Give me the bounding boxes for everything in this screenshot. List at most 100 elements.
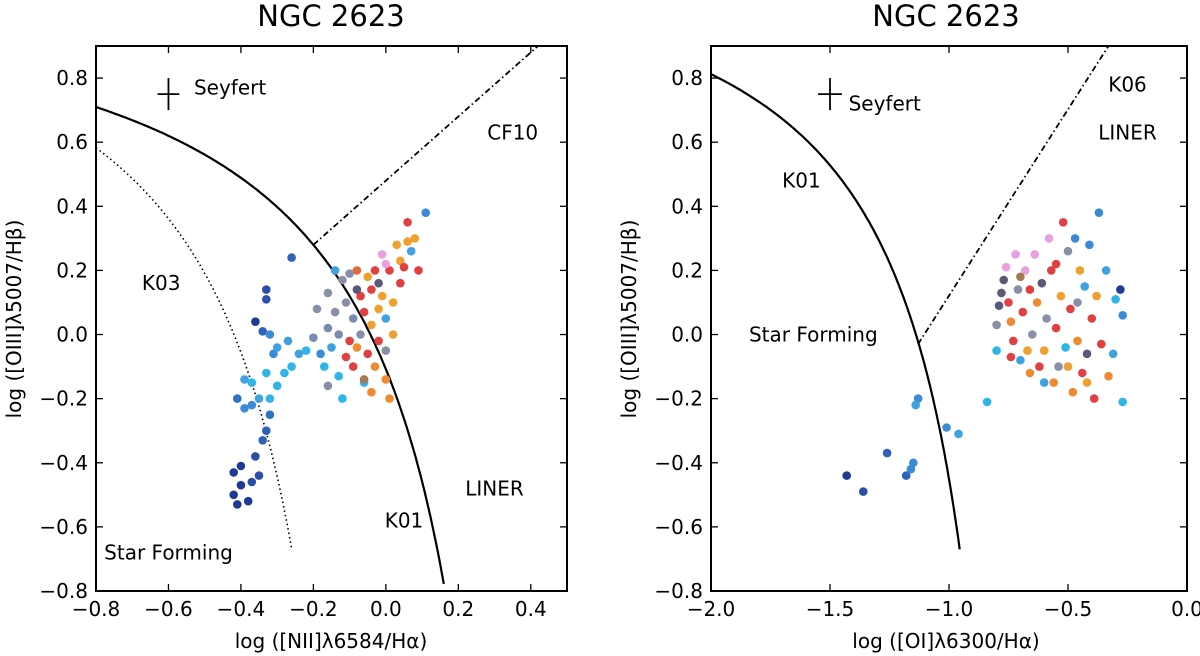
data-point — [229, 490, 238, 500]
data-point — [334, 330, 344, 339]
data-point — [272, 381, 282, 391]
data-point — [1042, 314, 1051, 323]
region-label: K06 — [1108, 73, 1147, 97]
data-point — [403, 218, 412, 227]
data-point — [374, 278, 383, 288]
data-point — [1025, 368, 1035, 378]
y-tick-label: 0.0 — [56, 323, 88, 347]
data-point — [403, 237, 412, 246]
data-point — [320, 362, 329, 371]
y-tick-label: 0.2 — [56, 258, 88, 282]
ticks-group: −0.8 −0.6 −0.4 −0.2 0.0 0.2 0.4 −0.8 −0.6 −0.4 −0.… — [39, 46, 567, 621]
data-point — [287, 253, 296, 262]
error-bar — [818, 78, 842, 111]
data-point — [1047, 266, 1056, 275]
data-point — [283, 336, 293, 346]
line-k01 — [95, 105, 445, 585]
data-point — [909, 458, 918, 468]
y-tick-label: 0.6 — [56, 130, 88, 154]
x-tick-label: 0.4 — [515, 597, 547, 621]
data-point — [1118, 311, 1127, 320]
data-point — [363, 272, 373, 282]
data-point — [1080, 282, 1089, 291]
data-point — [1078, 368, 1087, 378]
data-point — [254, 471, 264, 480]
data-point — [396, 278, 405, 288]
data-point — [1111, 295, 1120, 304]
y-tick-label: −0.8 — [654, 579, 703, 603]
y-tick-label: 0.8 — [56, 66, 88, 90]
data-point — [334, 371, 344, 381]
y-axis-label: log ([OIII]λ5007/Hβ) — [2, 220, 26, 419]
data-point — [1085, 240, 1094, 250]
y-tick-label: −0.2 — [654, 387, 703, 411]
data-point — [388, 330, 398, 339]
data-point — [942, 423, 951, 432]
data-point — [233, 500, 242, 509]
data-point — [251, 452, 260, 461]
data-point — [367, 320, 376, 330]
data-point — [363, 349, 373, 359]
chart-title: NGC 2623 — [257, 0, 404, 33]
data-point — [1039, 346, 1049, 355]
data-point — [262, 285, 271, 294]
data-point — [901, 471, 911, 480]
data-point — [994, 301, 1004, 311]
data-point — [392, 240, 402, 250]
data-point — [999, 275, 1008, 285]
data-point — [1063, 362, 1073, 371]
data-point — [385, 394, 394, 403]
data-point — [410, 234, 420, 243]
data-point — [352, 266, 362, 275]
data-point — [287, 362, 296, 371]
data-point — [316, 349, 325, 359]
data-point — [1016, 355, 1025, 365]
y-tick-label: −0.4 — [654, 451, 703, 475]
y-tick-label: 0.8 — [671, 66, 703, 90]
data-point — [1020, 266, 1030, 275]
data-point — [377, 250, 387, 259]
data-point — [1104, 371, 1113, 381]
demarcation-lines — [95, 45, 539, 585]
line-k01 — [710, 73, 961, 550]
region-labels: Seyfert CF10 K03 LINER K01 Star Forming — [104, 76, 538, 565]
data-point — [348, 314, 358, 323]
data-point — [1058, 218, 1068, 227]
data-point — [356, 330, 365, 339]
data-point — [1094, 208, 1104, 217]
data-point — [1039, 378, 1049, 387]
data-point — [1044, 234, 1054, 243]
data-point — [1006, 352, 1016, 362]
data-point — [345, 269, 354, 278]
data-point — [396, 256, 405, 266]
region-label: K01 — [782, 169, 821, 193]
x-tick-label: 0.2 — [442, 597, 474, 621]
y-tick-label: −0.4 — [39, 451, 88, 475]
data-point — [247, 400, 257, 410]
y-tick-label: −0.6 — [39, 515, 88, 539]
data-point — [323, 288, 333, 298]
region-label: Seyfert — [194, 76, 266, 100]
data-point — [367, 387, 376, 397]
data-point — [1070, 234, 1080, 243]
x-tick-label: −0.2 — [289, 597, 338, 621]
data-point — [338, 275, 347, 285]
data-point — [1082, 378, 1092, 387]
data-point — [359, 375, 369, 384]
data-point — [323, 323, 333, 333]
data-point — [1068, 387, 1078, 397]
x-axis-label: log ([NII]λ6584/Hα) — [235, 629, 428, 653]
data-point — [859, 487, 868, 496]
data-point — [370, 266, 380, 275]
data-point — [1082, 349, 1092, 359]
data-point — [992, 320, 1001, 330]
data-point — [265, 330, 275, 339]
panel-nii-bpt: NGC 2623 log ([NII]λ6584/Hα) log ([OIII]… — [2, 0, 568, 653]
data-point — [414, 266, 423, 275]
data-point — [1001, 262, 1011, 272]
data-point — [1073, 336, 1082, 346]
region-labels: Seyfert K06 LINER K01 Star Forming — [749, 73, 1157, 347]
data-point — [842, 471, 851, 480]
data-point — [381, 314, 391, 323]
